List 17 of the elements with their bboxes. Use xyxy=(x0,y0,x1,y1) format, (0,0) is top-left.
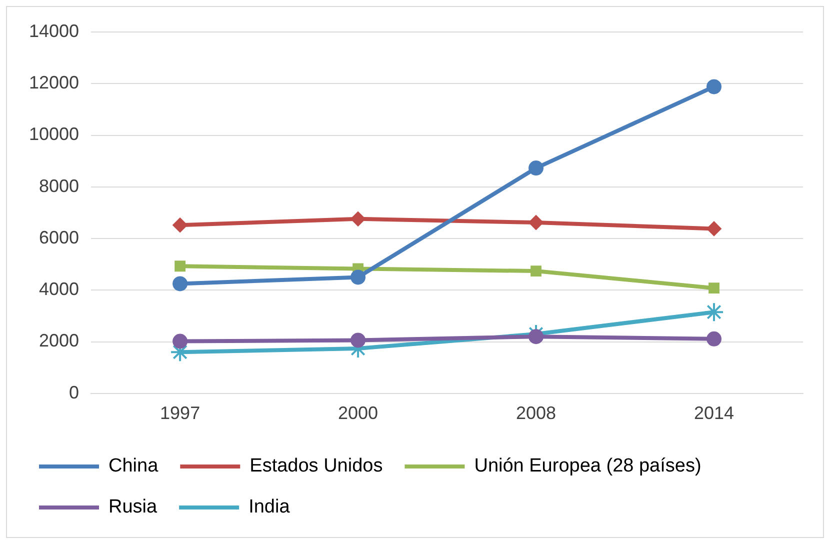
y-tick-label: 14000 xyxy=(28,20,80,41)
legend-label: Rusia xyxy=(108,496,158,518)
x-tick-label: 2014 xyxy=(694,403,734,424)
legend-label: India xyxy=(248,496,290,518)
y-tick-label: 2000 xyxy=(39,330,80,351)
y-tick-label: 4000 xyxy=(39,279,80,300)
x-tick-label: 2000 xyxy=(338,403,378,424)
y-tick-label: 10000 xyxy=(28,124,80,144)
x-tick-label: 2008 xyxy=(516,403,556,424)
y-tick-label: 6000 xyxy=(39,227,80,248)
y-tick-label: 12000 xyxy=(28,72,80,93)
legend-label: Estados Unidos xyxy=(250,456,383,477)
y-tick-label: 0 xyxy=(69,382,80,402)
legend-label: Unión Europea (28 países) xyxy=(474,456,702,477)
y-tick-label: 8000 xyxy=(39,176,80,196)
legend-label: China xyxy=(108,456,159,477)
x-tick-label: 1997 xyxy=(160,403,200,424)
